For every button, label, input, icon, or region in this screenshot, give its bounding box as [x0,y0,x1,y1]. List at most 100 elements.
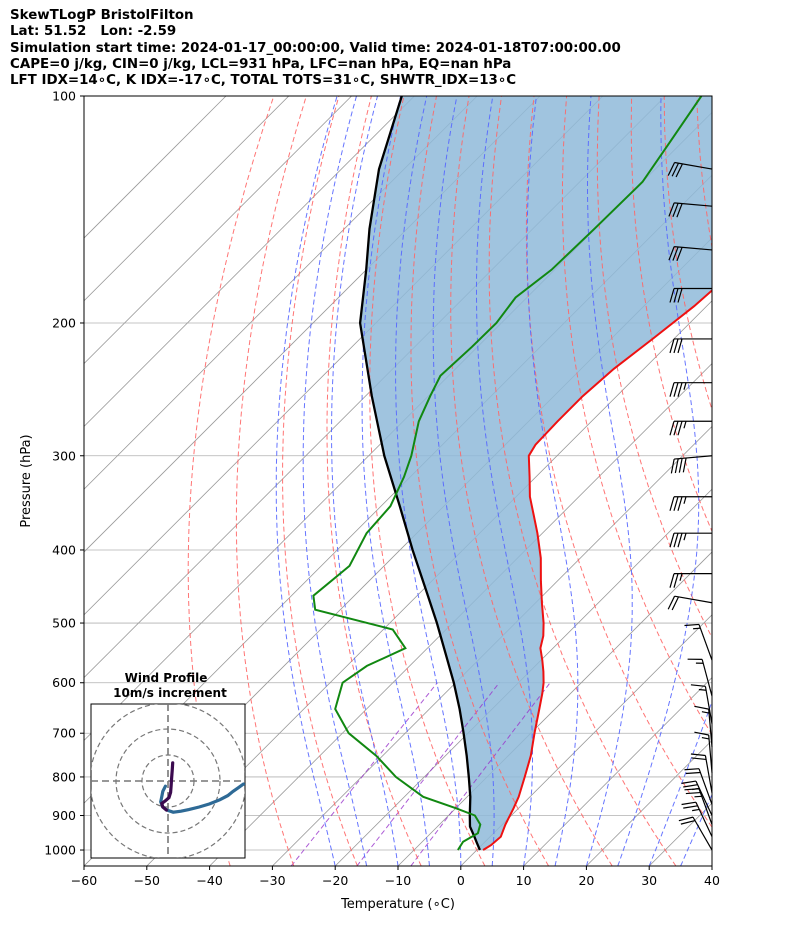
wind-barb [668,246,713,262]
wind-barb [690,753,713,794]
x-tick-label: 20 [578,873,594,888]
moist-adiabat [302,96,368,866]
y-tick-label: 800 [52,769,76,784]
dry-adiabat [561,96,712,736]
moist-adiabat [648,700,712,866]
moist-adiabat [585,96,633,866]
moist-adiabat [617,96,700,866]
hodograph-trace [159,782,245,814]
isotherm [84,96,352,365]
hodograph-subtitle: 10m/s increment [113,686,227,700]
moist-adiabat [275,96,338,866]
wind-barb [669,382,712,397]
dry-adiabat [762,96,794,866]
temperature-line [482,289,712,851]
y-axis-label: Pressure (hPa) [19,434,34,527]
y-tick-label: 1000 [44,843,76,858]
axes: −60 −50 −40 −30 −20 −10 0 10 20 30 40 1000 900 800 700… [44,89,720,889]
simulation-times: Simulation start time: 2024-01-17_00:00:… [10,40,621,56]
wind-barb [681,801,713,837]
parcel-profile-line [358,96,481,851]
x-tick-label: −60 [71,873,97,888]
dry-adiabat [596,96,712,639]
x-axis-label: Temperature (∘C) [340,897,455,912]
dry-adiabat [235,96,307,866]
y-tick-label: 500 [52,616,76,631]
isotherm [146,300,712,866]
hodograph-title: Wind Profile [125,671,208,685]
wind-barb [678,816,713,851]
wind-barb [670,455,713,474]
wind-barb [681,780,713,816]
x-tick-label: 10 [516,873,532,888]
wind-barb [669,420,712,436]
mixing-ratio-line [356,682,500,866]
y-tick-label: 900 [52,808,76,823]
x-tick-label: 0 [457,873,465,888]
wind-barb [687,658,713,697]
y-tick-label: 300 [52,448,76,463]
wind-barb [669,338,712,354]
wind-barb [694,705,713,748]
isotherm [523,677,712,866]
moist-adiabat [432,96,495,866]
wind-barb [669,496,712,511]
isotherm [84,96,290,302]
dry-adiabat [729,96,794,866]
wind-barb [668,202,713,218]
x-tick-label: −20 [322,873,348,888]
dry-adiabat [326,96,422,866]
wind-barb [667,161,713,178]
wind-barb [669,287,712,303]
stability-indices: LFT IDX=14∘C, K IDX=-17∘C, TOTAL TOTS=31… [10,73,517,89]
isotherm [272,425,712,866]
y-tick-label: 100 [52,89,76,104]
dry-adiabat [525,96,712,829]
moist-adiabat [680,793,712,866]
y-tick-label: 600 [52,675,76,690]
y-tick-label: 400 [52,542,76,557]
wind-barb [667,595,713,611]
stability-parameters: CAPE=0 j/kg, CIN=0 j/kg, LCL=931 hPa, LF… [10,56,512,72]
cape-cin-shading [360,96,712,850]
wind-barb [690,684,713,724]
isotherm [711,865,712,866]
moist-adiabats [275,96,712,866]
dry-adiabats [187,96,794,866]
station-coordinates: Lat: 51.52 Lon: -2.59 [10,24,177,40]
wind-barbs [667,161,713,851]
x-tick-label: −30 [259,873,285,888]
profile-lines [312,96,712,851]
dry-adiabat [282,96,358,866]
hodograph-inset: Wind Profile 10m/s increment [90,671,246,859]
moist-adiabat [526,96,579,866]
moist-adiabat [395,96,462,866]
wind-barb [684,623,713,661]
isotherm [84,96,415,427]
dry-adiabat [663,96,712,412]
wind-barb [669,532,712,548]
plot-area [84,96,794,866]
dry-adiabat [410,96,550,866]
moist-adiabat [711,864,712,866]
dry-adiabat [488,96,677,866]
dry-adiabat [450,96,613,866]
x-tick-label: −10 [385,873,411,888]
wind-barb [684,768,713,805]
moist-adiabat [330,96,399,866]
wind-barb [669,573,712,588]
dry-adiabat [187,96,275,866]
x-tick-label: 40 [704,873,720,888]
title-block: SkewTLogP BristolFilton Lat: 51.52 Lon: … [10,8,621,89]
hodograph-trace-upper [159,761,175,812]
mixing-ratio-line [290,682,438,866]
y-tick-label: 200 [52,315,76,330]
wind-barb [694,731,713,773]
isotherm [84,96,478,490]
x-tick-label: −40 [196,873,222,888]
dewpoint-line [312,96,703,851]
dry-adiabat [369,96,486,866]
station-title: SkewTLogP BristolFilton [10,8,194,23]
x-tick-label: −50 [134,873,160,888]
